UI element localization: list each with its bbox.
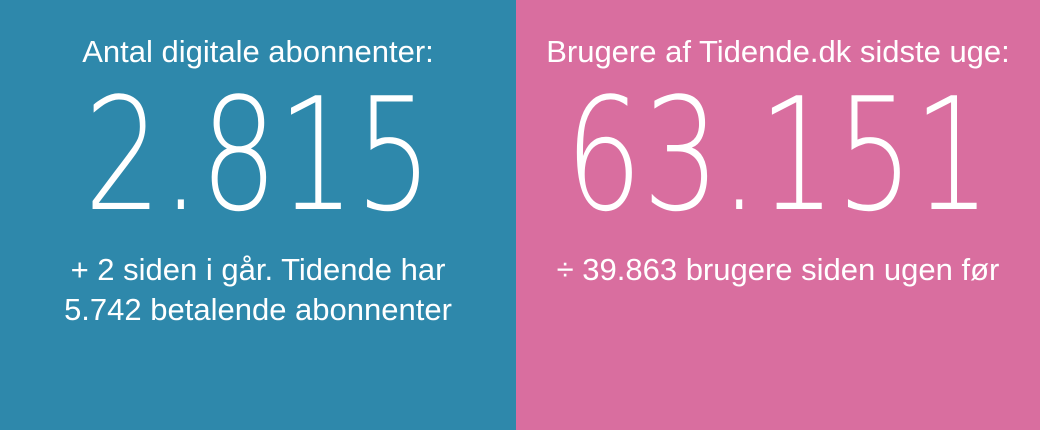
digital-subscribers-count: 2.815 [0,70,516,240]
weekly-users-panel: Brugere af Tidende.dk sidste uge: 63.151… [516,0,1040,430]
paying-subscribers-line: 5.742 betalende abonnenter [64,292,452,327]
digital-subscribers-value: 2.815 [83,64,433,246]
weekly-users-subtext: ÷ 39.863 brugere siden ugen før [516,250,1040,290]
subscribers-change-line: + 2 siden i går. Tidende har [70,252,446,287]
digital-subscribers-panel: Antal digitale abonnenter: 2.815 + 2 sid… [0,0,516,430]
users-change-line: ÷ 39.863 brugere siden ugen før [556,252,1000,287]
weekly-users-count: 63.151 [516,70,1040,240]
weekly-users-value: 63.151 [565,64,991,246]
digital-subscribers-heading: Antal digitale abonnenter: [82,34,434,69]
digital-subscribers-subtext: + 2 siden i går. Tidende har 5.742 betal… [0,250,516,330]
weekly-users-heading: Brugere af Tidende.dk sidste uge: [546,34,1010,69]
